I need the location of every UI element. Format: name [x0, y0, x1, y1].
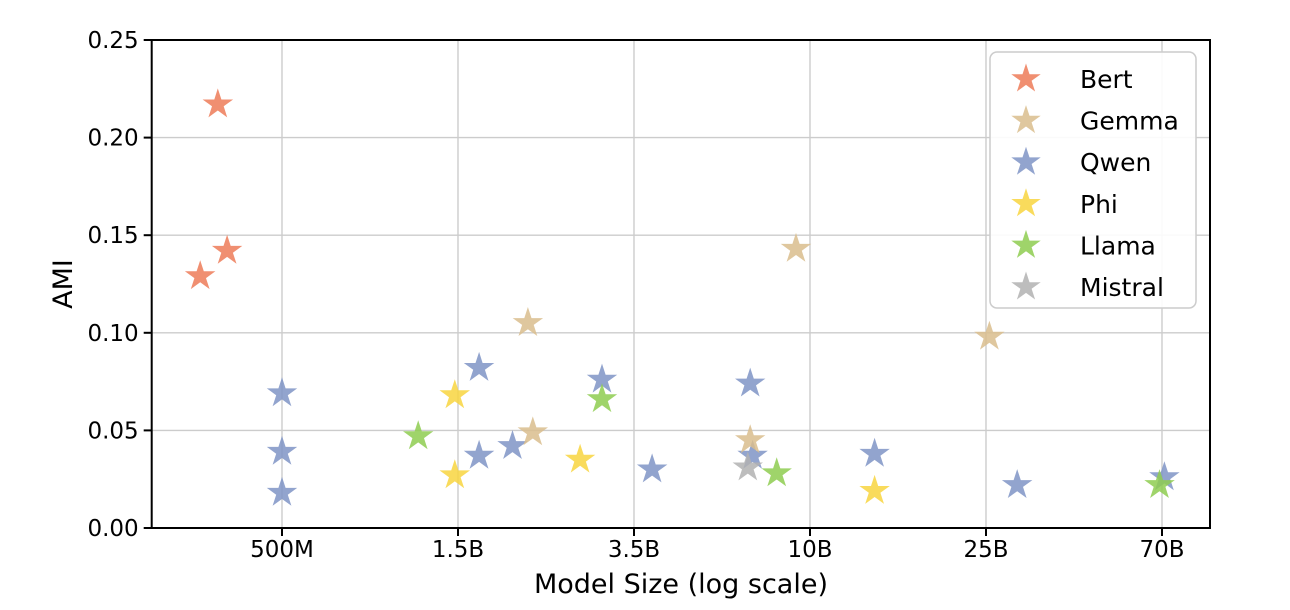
- data-point-phi: [439, 379, 470, 409]
- data-point-qwen: [266, 476, 298, 506]
- data-point-qwen: [1149, 461, 1180, 491]
- legend-label-qwen: Qwen: [1080, 148, 1151, 177]
- legend-marker-llama: [1011, 229, 1041, 258]
- data-point-gemma: [735, 424, 766, 454]
- data-point-bert: [202, 88, 234, 118]
- data-point-bert: [184, 260, 216, 290]
- legend-box: [989, 51, 1197, 309]
- data-point-qwen: [586, 363, 618, 393]
- data-point-qwen: [266, 377, 298, 407]
- data-point-qwen: [735, 367, 766, 397]
- data-point-mistral: [732, 451, 763, 481]
- legend-label-mistral: Mistral: [1080, 273, 1164, 302]
- x-tick-label: 1.5B: [432, 537, 484, 563]
- legend-label-gemma: Gemma: [1080, 107, 1179, 136]
- data-point-llama: [586, 383, 618, 413]
- data-point-gemma: [512, 307, 544, 336]
- legend-marker-phi: [1011, 188, 1041, 217]
- legend-label-llama: Llama: [1080, 231, 1156, 260]
- data-point-bert: [211, 234, 243, 264]
- plot-frame: [150, 39, 1212, 529]
- data-point-llama: [1144, 469, 1175, 498]
- data-points: [184, 88, 1180, 506]
- legend: Bert Gemma Qwen Phi Llama Mistral: [989, 51, 1197, 309]
- x-tick-label: 3.5B: [608, 537, 660, 563]
- data-point-qwen: [859, 437, 890, 467]
- x-axis-label: Model Size (log scale): [534, 569, 828, 600]
- y-tick-label: 0.10: [87, 321, 138, 347]
- data-point-qwen: [463, 351, 495, 381]
- y-tick-label: 0.00: [87, 516, 138, 542]
- data-point-phi: [564, 443, 596, 473]
- data-point-gemma: [974, 320, 1005, 350]
- x-tick-label: 10B: [787, 537, 832, 563]
- legend-label-bert: Bert: [1080, 65, 1133, 94]
- x-tick-label: 500M: [250, 537, 314, 563]
- data-point-qwen: [636, 453, 668, 483]
- data-point-llama: [761, 457, 792, 487]
- data-point-qwen: [1001, 469, 1033, 498]
- x-tick-label: 70B: [1139, 537, 1184, 563]
- data-point-qwen: [266, 435, 298, 465]
- data-point-phi: [439, 459, 470, 489]
- tick-marks: [143, 39, 1163, 536]
- x-tick-label: 25B: [963, 537, 1008, 563]
- y-tick-label: 0.15: [87, 223, 138, 249]
- data-point-llama: [403, 420, 434, 450]
- legend-label-phi: Phi: [1080, 190, 1118, 219]
- y-tick-label: 0.20: [87, 126, 138, 152]
- legend-marker-gemma: [1011, 105, 1041, 134]
- data-point-phi: [859, 474, 890, 504]
- tick-labels: 500M 1.5B 3.5B 10B 25B 70B 0.00 0.05 0.10 0.15 0.2…: [87, 28, 1184, 563]
- legend-marker-qwen: [1011, 146, 1041, 175]
- data-point-gemma: [780, 232, 812, 262]
- legend-marker-bert: [1011, 63, 1041, 92]
- y-axis-label: AMI: [48, 259, 79, 309]
- data-point-qwen: [463, 439, 495, 469]
- legend-marker-mistral: [1011, 271, 1041, 300]
- y-tick-label: 0.25: [87, 28, 138, 54]
- data-point-qwen: [737, 439, 768, 469]
- data-point-gemma: [517, 416, 548, 446]
- y-tick-label: 0.05: [87, 418, 138, 444]
- data-point-qwen: [497, 430, 528, 459]
